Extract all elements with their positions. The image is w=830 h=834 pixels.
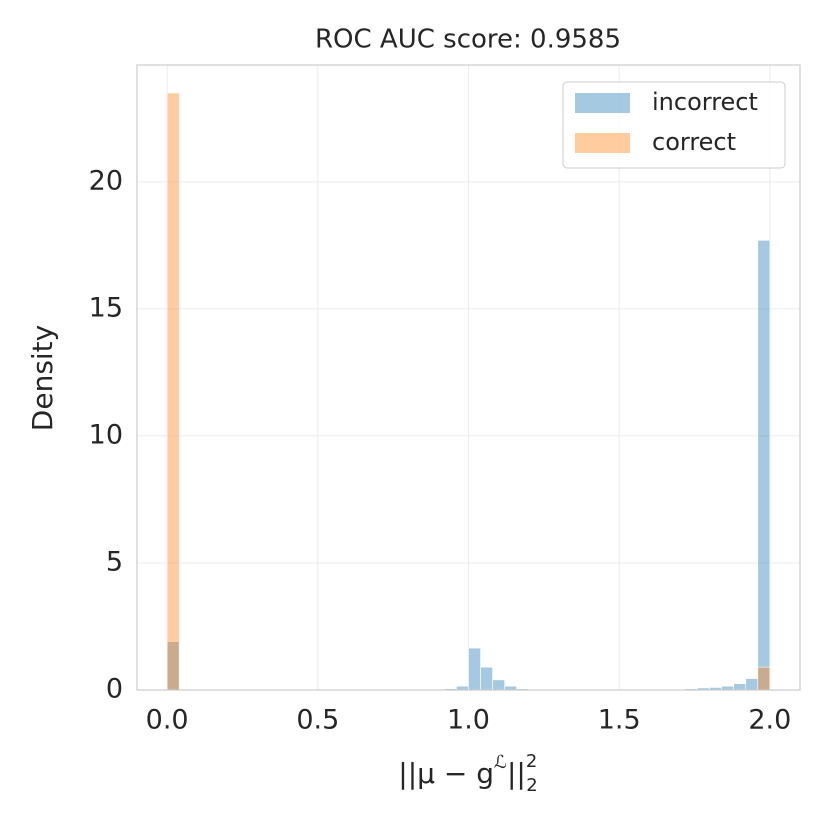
bar (480, 666, 493, 691)
bar (757, 240, 771, 691)
x-tick-label: 1.5 (598, 705, 641, 736)
legend-label: correct (652, 128, 736, 156)
legend-box (562, 81, 786, 169)
x-tick-label: 2.0 (748, 705, 791, 736)
y-tick-label: 10 (89, 419, 123, 450)
y-tick-label: 15 (89, 292, 123, 323)
bar (757, 666, 771, 691)
x-label-part: || (507, 757, 526, 790)
x-tick-label: 0.5 (296, 705, 339, 736)
x-label-part: 2 (526, 751, 537, 772)
x-axis-label: ||μ − gℒ||2 2 (398, 751, 537, 796)
y-tick-label: 0 (106, 674, 123, 705)
plot-frame (136, 64, 801, 691)
plot-area: 0 5 10 15 20 0.0 0.5 1.0 1.5 2.0 incorrect correct (89, 64, 801, 736)
y-axis-label: Density (26, 325, 59, 431)
y-tick-label: 5 (106, 546, 123, 577)
bar (166, 92, 180, 691)
bar (733, 683, 747, 691)
chart-title: ROC AUC score: 0.9585 (315, 25, 621, 55)
x-label-part: ||μ − g (398, 757, 494, 790)
legend-label: incorrect (652, 88, 758, 116)
x-label-part: ℒ (494, 752, 507, 773)
bar (745, 678, 759, 691)
x-tick-label: 0.0 (146, 705, 189, 736)
bar (468, 647, 481, 691)
legend-swatch (575, 133, 630, 153)
x-tick-label: 1.0 (447, 705, 490, 736)
x-label-part: 2 (526, 775, 537, 796)
bar (492, 679, 505, 691)
y-tick-label: 20 (89, 165, 123, 196)
legend-swatch (575, 93, 630, 113)
